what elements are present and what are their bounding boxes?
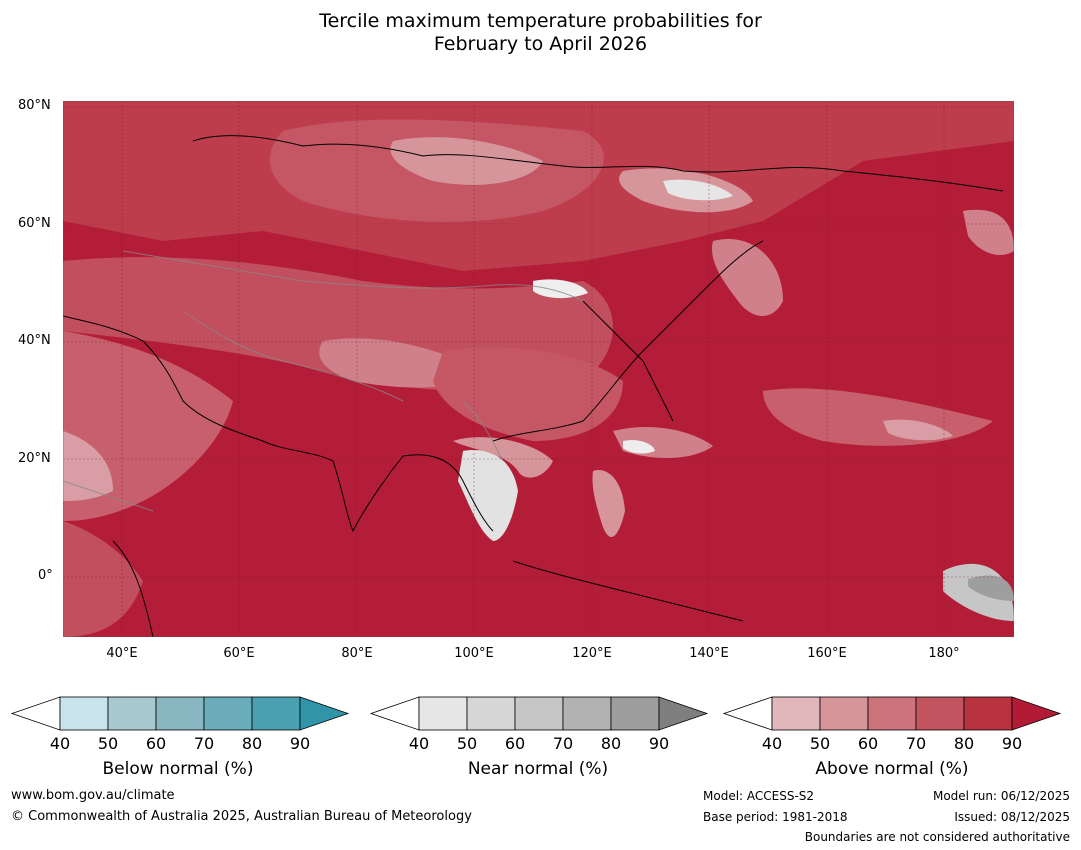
below-colorbar-tick-label: 60 [146, 734, 166, 753]
below-normal-title: Below normal (%) [102, 759, 254, 779]
lat-label-80n: 80°N [18, 98, 51, 113]
footer-boundaries: Boundaries are not considered authoritat… [804, 830, 1070, 844]
region-mongolia-near [533, 279, 588, 299]
footer-issued: Issued: 08/12/2025 [954, 810, 1070, 824]
graticule [63, 101, 1014, 637]
lon-label-60e: 60°E [223, 646, 255, 661]
region-indochina-near [458, 450, 518, 541]
below-colorbar-segment [251, 696, 301, 731]
below-colorbar-tick-label: 80 [242, 734, 262, 753]
near-colorbar-tick-label: 90 [649, 734, 669, 753]
map-title-line2: February to April 2026 [433, 33, 648, 55]
region-arabia-light [63, 431, 113, 501]
near-colorbar-tick-label: 60 [505, 734, 525, 753]
lon-label-160e: 160°E [807, 646, 847, 661]
region-pacific-near1 [623, 440, 655, 454]
above-colorbar-segment [963, 696, 1013, 731]
below-colorbar-segment [203, 696, 253, 731]
above-colorbar-tick-label: 90 [1002, 734, 1022, 753]
near-colorbar-tick-label: 80 [601, 734, 621, 753]
footer-base-period: Base period: 1981-2018 [703, 810, 848, 824]
footer-website: www.bom.gov.au/climate [11, 788, 175, 803]
above-colorbar-tick-label: 70 [906, 734, 926, 753]
region-kamchatka [712, 239, 783, 316]
above-colorbar-tick-label: 60 [858, 734, 878, 753]
near-normal-colorbar: 40 50 60 70 80 90 [369, 696, 709, 753]
near-colorbar-max-extend [658, 696, 709, 731]
map-svg [62, 100, 1015, 638]
above-colorbar-tick-label: 40 [762, 734, 782, 753]
lon-label-80e: 80°E [341, 646, 373, 661]
below-colorbar-tick-label: 70 [194, 734, 214, 753]
below-colorbar-max-extend [299, 696, 350, 731]
footer-copyright: © Commonwealth of Australia 2025, Austra… [11, 809, 472, 824]
below-colorbar-tick-label: 40 [50, 734, 70, 753]
above-colorbar-segment [771, 696, 821, 731]
near-colorbar-segment [418, 696, 468, 731]
above-colorbar-tick-label: 80 [954, 734, 974, 753]
region-aleutian [963, 209, 1014, 256]
below-colorbar-segment [59, 696, 109, 731]
near-normal-title: Near normal (%) [467, 759, 609, 779]
near-colorbar-tick-label: 70 [553, 734, 573, 753]
above-colorbar-segment [867, 696, 917, 731]
near-colorbar-tick-label: 40 [409, 734, 429, 753]
lon-label-100e: 100°E [454, 646, 494, 661]
near-colorbar-tick-label: 50 [457, 734, 477, 753]
region-pacific-light [883, 419, 953, 441]
below-colorbar-tick-label: 90 [290, 734, 310, 753]
below-colorbar-segment [155, 696, 205, 731]
region-philippines [592, 470, 625, 538]
lat-label-60n: 60°N [18, 216, 51, 231]
country-borders [62, 250, 584, 512]
region-africa [63, 521, 143, 637]
lon-label-40e: 40°E [106, 646, 138, 661]
above-colorbar-tick-label: 50 [810, 734, 830, 753]
above-normal-title: Above normal (%) [815, 759, 969, 779]
lat-label-20n: 20°N [18, 451, 51, 466]
below-colorbar-segment [107, 696, 157, 731]
region-south-china [453, 437, 553, 478]
above-colorbar-min-extend [722, 696, 773, 731]
region-china [433, 347, 623, 441]
coastlines [62, 135, 1004, 638]
below-colorbar-min-extend [10, 696, 61, 731]
footer-model: Model: ACCESS-S2 [703, 789, 815, 803]
region-east-siberia-near [663, 179, 733, 201]
below-colorbar-tick-label: 50 [98, 734, 118, 753]
footer-model-run: Model run: 06/12/2025 [932, 789, 1070, 803]
near-colorbar-segment [514, 696, 564, 731]
map-title: Tercile maximum temperature probabilitie… [0, 10, 1081, 56]
above-colorbar-segment [819, 696, 869, 731]
probability-map [62, 100, 1015, 638]
lat-label-0: 0° [38, 568, 53, 583]
lon-label-140e: 140°E [689, 646, 729, 661]
near-colorbar-segment [466, 696, 516, 731]
lon-label-180: 180° [928, 646, 960, 661]
above-colorbar-max-extend [1011, 696, 1062, 731]
region-se-pacific-near-strong [968, 575, 1014, 601]
above-normal-colorbar: 40 50 60 70 80 90 [722, 696, 1062, 753]
region-siberia-light [390, 137, 543, 185]
colorbars: 40 50 60 70 80 90 40 50 60 70 80 90 40 50 60 70 80 90 [10, 696, 1062, 753]
near-colorbar-segment [610, 696, 660, 731]
lon-label-120e: 120°E [572, 646, 612, 661]
near-colorbar-segment [562, 696, 612, 731]
map-title-line1: Tercile maximum temperature probabilitie… [319, 10, 762, 32]
below-normal-colorbar: 40 50 60 70 80 90 [10, 696, 350, 753]
above-colorbar-segment [915, 696, 965, 731]
near-colorbar-min-extend [369, 696, 420, 731]
lat-label-40n: 40°N [18, 333, 51, 348]
